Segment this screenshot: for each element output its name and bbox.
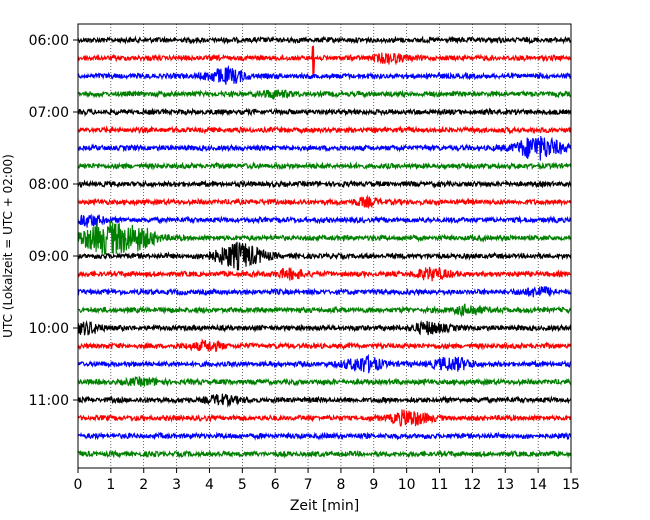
- trace-0815: [77, 194, 572, 210]
- trace-1000: [77, 320, 572, 336]
- x-tick-label: 8: [336, 477, 345, 493]
- trace-0645: [77, 89, 572, 101]
- x-tick-label: 7: [304, 477, 313, 493]
- x-tick-label: 11: [431, 477, 449, 493]
- x-tick-label: 6: [271, 477, 280, 493]
- x-tick-label: 13: [496, 477, 514, 493]
- trace-0700: [77, 107, 572, 118]
- trace-0915: [77, 266, 572, 282]
- seismogram-traces: [77, 35, 572, 459]
- trace-0930: [77, 286, 572, 298]
- plot-frame: [77, 23, 572, 469]
- trace-0615: [77, 45, 572, 75]
- y-tick-label: 06:00: [29, 33, 69, 49]
- x-tick-label: 15: [562, 477, 580, 493]
- trace-1115: [77, 409, 572, 427]
- trace-1030: [77, 353, 572, 374]
- trace-1130: [77, 431, 572, 441]
- trace-1100: [77, 393, 572, 408]
- x-axis-label: Zeit [min]: [290, 498, 359, 514]
- x-tick-label: 1: [106, 477, 115, 493]
- y-axis: 06:00 07:00 08:00 09:00 10:00 11:00: [29, 33, 78, 409]
- x-tick-label: 14: [529, 477, 547, 493]
- y-axis-label: UTC (Lokalzeit = UTC + 02:00): [1, 154, 15, 338]
- x-tick-label: 2: [139, 477, 148, 493]
- x-tick-label: 4: [205, 477, 214, 493]
- x-axis: 0 1 2 3 4 5 6 7 8 9 10 11 12 13 14 15: [74, 468, 580, 493]
- x-tick-label: 9: [369, 477, 378, 493]
- trace-0715: [77, 125, 572, 135]
- y-tick-label: 07:00: [29, 105, 69, 121]
- trace-0730: [77, 136, 572, 161]
- trace-0900: [77, 241, 572, 271]
- trace-0945: [77, 303, 572, 318]
- x-tick-label: 0: [74, 477, 83, 493]
- y-tick-label: 10:00: [29, 321, 69, 337]
- x-tick-label: 5: [238, 477, 247, 493]
- trace-0630: [77, 64, 572, 85]
- trace-0745: [77, 161, 572, 171]
- trace-0600: [77, 35, 572, 45]
- trace-1045: [77, 375, 572, 387]
- y-tick-label: 08:00: [29, 177, 69, 193]
- trace-0845: [77, 221, 572, 256]
- trace-0830: [77, 213, 572, 228]
- trace-0800: [77, 179, 572, 189]
- x-tick-label: 3: [172, 477, 181, 493]
- y-tick-label: 09:00: [29, 249, 69, 265]
- x-grid: [110, 24, 539, 468]
- y-tick-label: 11:00: [29, 393, 69, 409]
- x-tick-label: 10: [398, 477, 416, 493]
- trace-1145: [77, 449, 572, 459]
- trace-1015: [77, 338, 572, 353]
- x-tick-label: 12: [463, 477, 481, 493]
